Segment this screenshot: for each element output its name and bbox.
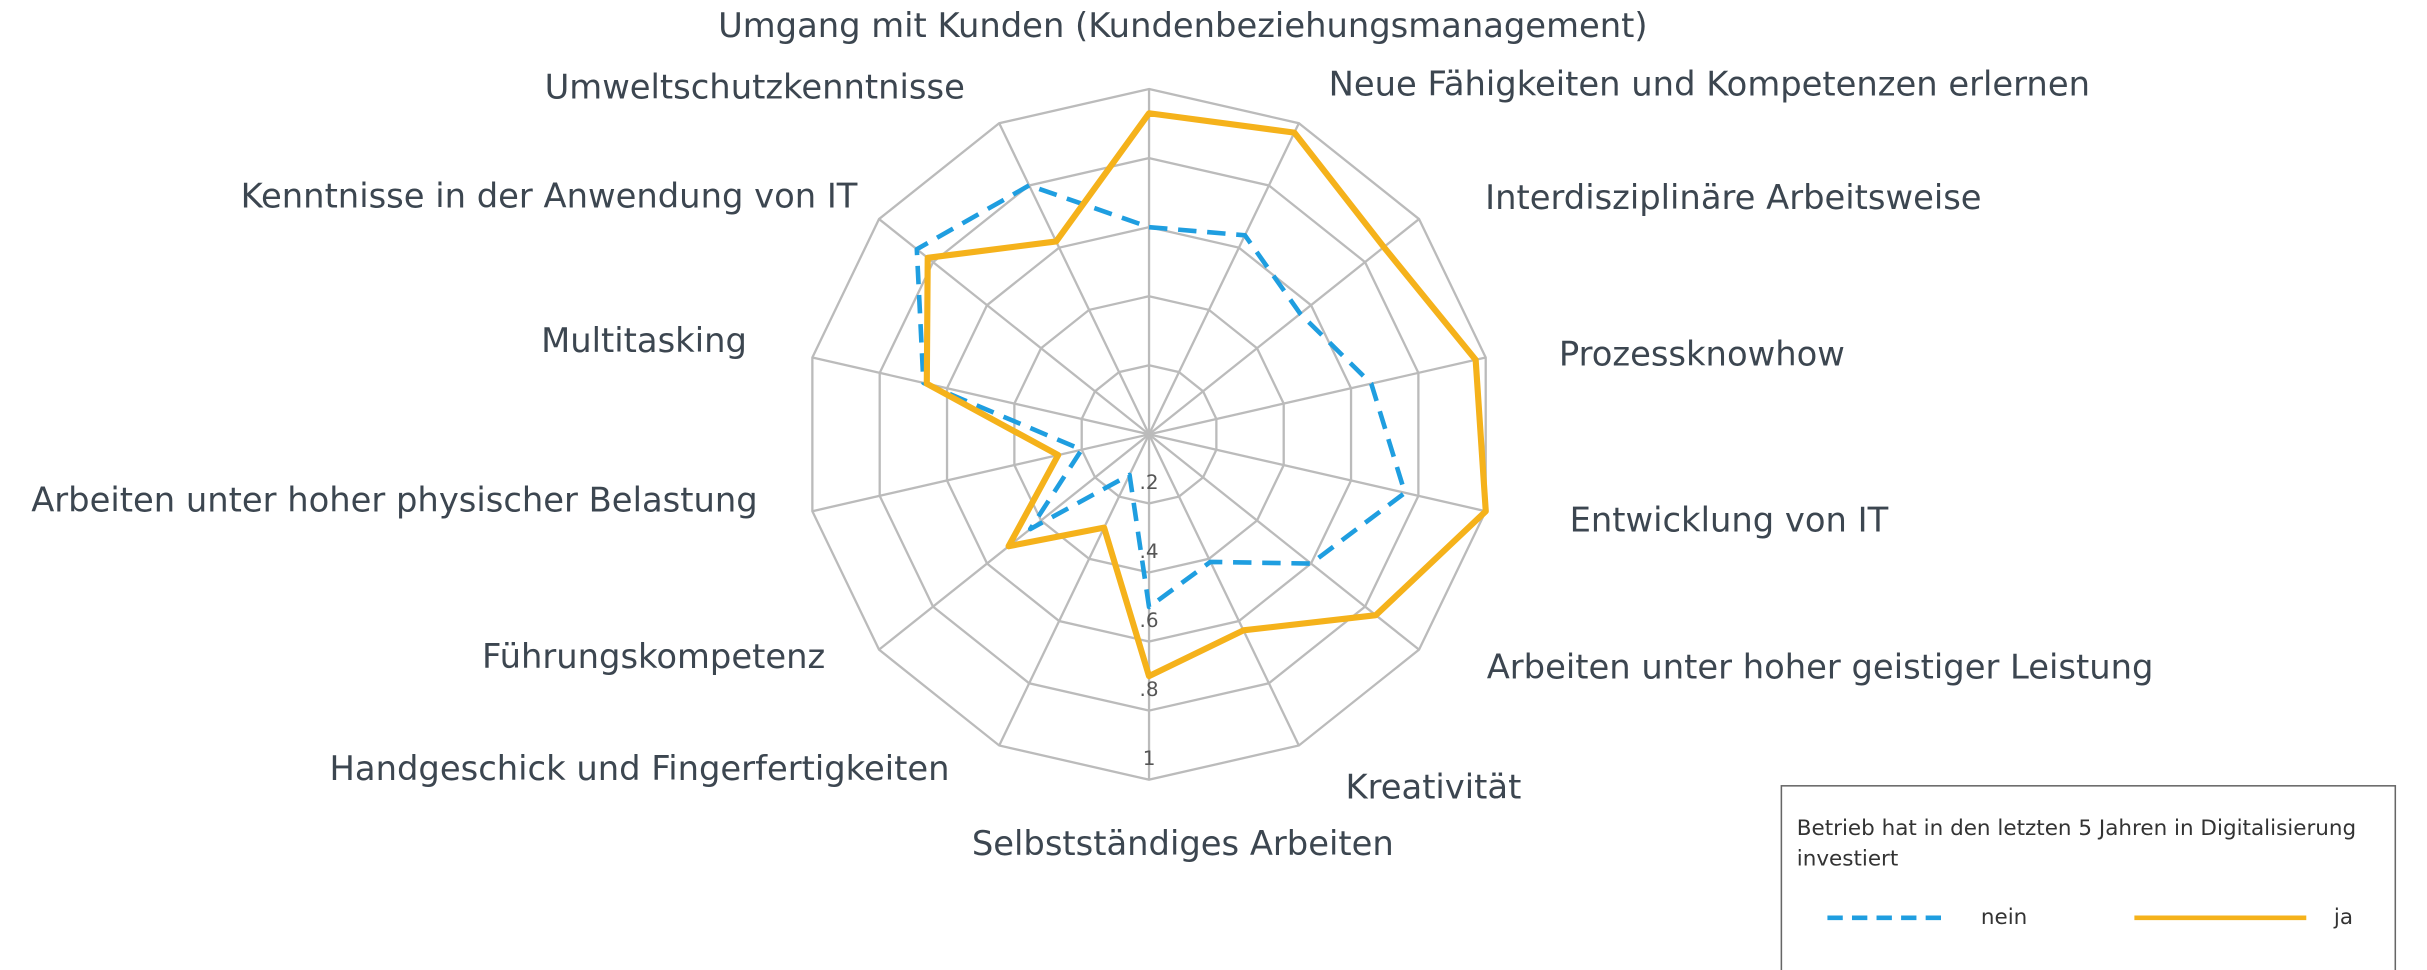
- category-label: Multitasking: [541, 321, 747, 360]
- spoke: [812, 356, 1150, 436]
- r-tick-label: .8: [1140, 677, 1159, 701]
- r-tick-label: .6: [1140, 608, 1159, 632]
- legend-title: Betrieb hat in den letzten 5 Jahren in D…: [1796, 816, 2357, 872]
- spoke: [1148, 218, 1420, 436]
- category-label: Umgang mit Kunden (Kundenbeziehungsmanag…: [718, 6, 1647, 45]
- r-tick-label: .2: [1140, 470, 1159, 494]
- category-label: Arbeiten unter hoher physischer Belastun…: [31, 480, 757, 519]
- spoke: [812, 433, 1150, 513]
- spoke: [998, 433, 1151, 746]
- category-label: Handgeschick und Fingerfertigkeiten: [330, 749, 950, 788]
- category-label: Kenntnisse in der Anwendung von IT: [241, 176, 858, 215]
- category-label: Prozessknowhow: [1559, 335, 1845, 374]
- category-label: Arbeiten unter hoher geistiger Leistung: [1487, 648, 2154, 687]
- r-tick-label: .4: [1140, 539, 1159, 563]
- spoke: [1148, 122, 1300, 435]
- category-label: Entwicklung von IT: [1570, 500, 1889, 539]
- legend-box: [1780, 785, 2397, 970]
- spoke: [998, 122, 1151, 435]
- legend-title-text: Betrieb hat in den letzten 5 Jahren in D…: [1796, 816, 2357, 872]
- series-line: [914, 183, 1408, 610]
- category-label: Kreativität: [1345, 767, 1521, 806]
- category-label: Führungskompetenz: [482, 637, 825, 676]
- category-label: Neue Fähigkeiten und Kompetenzen erlerne…: [1329, 64, 2090, 103]
- category-label: Umweltschutzkenntnisse: [545, 68, 965, 107]
- category-label: Interdisziplinäre Arbeitsweise: [1485, 178, 1981, 217]
- category-label: Selbstständiges Arbeiten: [972, 824, 1394, 863]
- series-line: [923, 110, 1489, 680]
- spoke: [878, 218, 1150, 436]
- legend-label: ja: [2333, 905, 2353, 930]
- spoke: [1148, 433, 1486, 513]
- spoke: [1148, 356, 1486, 436]
- spoke: [1148, 433, 1300, 746]
- legend-label: nein: [1981, 905, 2027, 930]
- r-tick-label: 1: [1143, 746, 1156, 770]
